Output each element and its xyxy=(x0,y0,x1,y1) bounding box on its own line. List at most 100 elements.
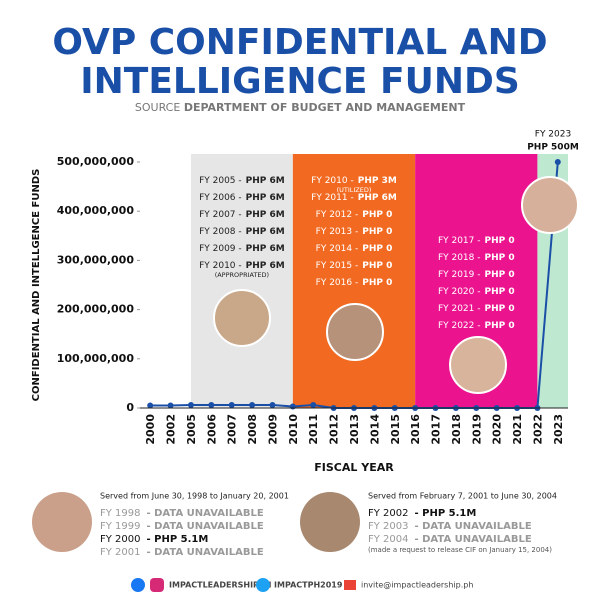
footer-status: - DATA UNAVAILABLE xyxy=(415,521,532,532)
period-bands: FY 2005 - PHP 6M FY 2006 - PHP 6M FY 2007 - P… xyxy=(190,154,568,408)
data-point xyxy=(249,402,256,409)
x-tick-label: 2006 xyxy=(205,414,218,445)
x-axis-label: FISCAL YEAR xyxy=(314,461,394,474)
portrait xyxy=(326,303,384,361)
portrait xyxy=(449,336,507,394)
x-tick-label: 2016 xyxy=(409,414,422,445)
data-point xyxy=(310,402,317,409)
x-tick-label: 2018 xyxy=(450,414,463,445)
annotation: PHP 500M xyxy=(527,143,579,153)
x-tick-label: 2015 xyxy=(389,414,402,445)
mail-icon xyxy=(344,580,356,590)
period-year: FY 2015 - xyxy=(316,261,359,271)
footer-status: - DATA UNAVAILABLE xyxy=(415,534,532,545)
period-amount: PHP 0 xyxy=(362,244,392,254)
footer-line: FY 2003 - DATA UNAVAILABLE xyxy=(368,521,532,532)
subtitle-emphasis: DEPARTMENT OF BUDGET AND MANAGEMENT xyxy=(184,101,466,114)
footer-year: FY 2004 xyxy=(368,534,409,545)
period-year: FY 2011 - xyxy=(311,193,354,203)
footer-line: FY 1999 - DATA UNAVAILABLE xyxy=(100,521,264,532)
period-year: FY 2017 - xyxy=(438,236,481,246)
social-handle: IMPACTPH2019 xyxy=(274,581,343,590)
period-line: FY 2022 - PHP 0 xyxy=(438,321,515,331)
data-point xyxy=(554,159,561,165)
portrait xyxy=(213,289,271,347)
served-period: Served from June 30, 1998 to January 20,… xyxy=(100,492,289,501)
x-tick-label: 2017 xyxy=(430,414,443,445)
footer-year: FY 2001 xyxy=(100,547,141,558)
data-point xyxy=(147,402,154,409)
x-tick-label: 2014 xyxy=(368,414,381,445)
period-amount: PHP 0 xyxy=(362,210,392,220)
x-tick-label: 2022 xyxy=(531,414,544,445)
data-point xyxy=(208,402,215,409)
footer-year: FY 1999 xyxy=(100,521,141,532)
data-point xyxy=(228,402,235,409)
period-year: FY 2006 - xyxy=(199,193,242,203)
x-tick-label: 2010 xyxy=(287,414,300,445)
period-note: (UTILIZED) xyxy=(337,186,372,194)
footer-status: - DATA UNAVAILABLE xyxy=(147,547,264,558)
title-line: INTELLIGENCE FUNDS xyxy=(80,61,520,102)
x-tick-label: 2023 xyxy=(552,414,565,445)
period-amount: PHP 6M xyxy=(358,193,397,203)
period-line: FY 2008 - PHP 6M xyxy=(199,227,285,237)
period-year: FY 2018 - xyxy=(438,253,481,263)
x-tick-label: 2021 xyxy=(511,414,524,445)
period-year: FY 2016 - xyxy=(316,278,359,288)
social-handle: IMPACTLEADERSHIPPH xyxy=(169,581,271,590)
period-amount: PHP 0 xyxy=(485,287,515,297)
data-point xyxy=(167,402,174,409)
footer-status: - PHP 5.1M xyxy=(147,534,209,545)
x-tick-label: 2019 xyxy=(470,414,483,445)
footer-year: FY 2003 xyxy=(368,521,409,532)
annotation: FY 2023 xyxy=(535,130,571,140)
footer-year: FY 2002 xyxy=(368,508,409,519)
period-amount: PHP 6M xyxy=(246,193,285,203)
period-amount: PHP 0 xyxy=(485,321,515,331)
portrait xyxy=(521,176,579,234)
period-line: FY 2009 - PHP 6M xyxy=(199,244,285,254)
period-amount: PHP 6M xyxy=(246,261,285,271)
period-band xyxy=(292,154,416,408)
portrait xyxy=(300,492,360,552)
period-amount: PHP 0 xyxy=(362,278,392,288)
period-amount: PHP 0 xyxy=(362,261,392,271)
period-year: FY 2005 - xyxy=(199,176,242,186)
y-tick-label: 400,000,000 xyxy=(57,204,135,217)
footer-line: FY 2000 - PHP 5.1M xyxy=(100,534,208,545)
period-line: FY 2010 - PHP 6M xyxy=(199,261,285,271)
subtitle: SOURCE DEPARTMENT OF BUDGET AND MANAGEME… xyxy=(135,101,466,114)
title-line: OVP CONFIDENTIAL AND xyxy=(52,22,547,63)
footer-line: FY 2004 - DATA UNAVAILABLE xyxy=(368,534,532,545)
period-line: FY 2015 - PHP 0 xyxy=(316,261,393,271)
period-amount: PHP 0 xyxy=(362,227,392,237)
footer-year: FY 2000 xyxy=(100,534,141,545)
period-amount: PHP 6M xyxy=(246,176,285,186)
period-year: FY 2013 - xyxy=(316,227,359,237)
x-tick-label: 2009 xyxy=(266,414,279,445)
instagram-icon xyxy=(150,578,164,592)
social-handle: invite@impactleadership.ph xyxy=(361,581,473,590)
period-amount: PHP 6M xyxy=(246,227,285,237)
period-line: FY 2013 - PHP 0 xyxy=(316,227,393,237)
y-tick-label: 300,000,000 xyxy=(57,253,135,266)
period-amount: PHP 6M xyxy=(246,244,285,254)
period-year: FY 2012 - xyxy=(316,210,359,220)
data-point xyxy=(187,402,194,409)
period-amount: PHP 0 xyxy=(485,270,515,280)
period-year: FY 2014 - xyxy=(316,244,359,254)
period-line: FY 2018 - PHP 0 xyxy=(438,253,515,263)
period-line: FY 2011 - PHP 6M xyxy=(311,193,397,203)
footer-line: FY 2002 - PHP 5.1M xyxy=(368,508,476,519)
social-bar: IMPACTLEADERSHIPPH IMPACTPH2019 invite@i… xyxy=(131,578,473,592)
footer-status: - DATA UNAVAILABLE xyxy=(147,508,264,519)
period-year: FY 2019 - xyxy=(438,270,481,280)
period-year: FY 2008 - xyxy=(199,227,242,237)
x-tick-label: 2007 xyxy=(226,414,239,445)
period-amount: PHP 0 xyxy=(485,253,515,263)
y-tick-label: 500,000,000 xyxy=(57,155,135,168)
period-year: FY 2010 - xyxy=(311,176,354,186)
footer: Served from June 30, 1998 to January 20,… xyxy=(100,492,557,559)
